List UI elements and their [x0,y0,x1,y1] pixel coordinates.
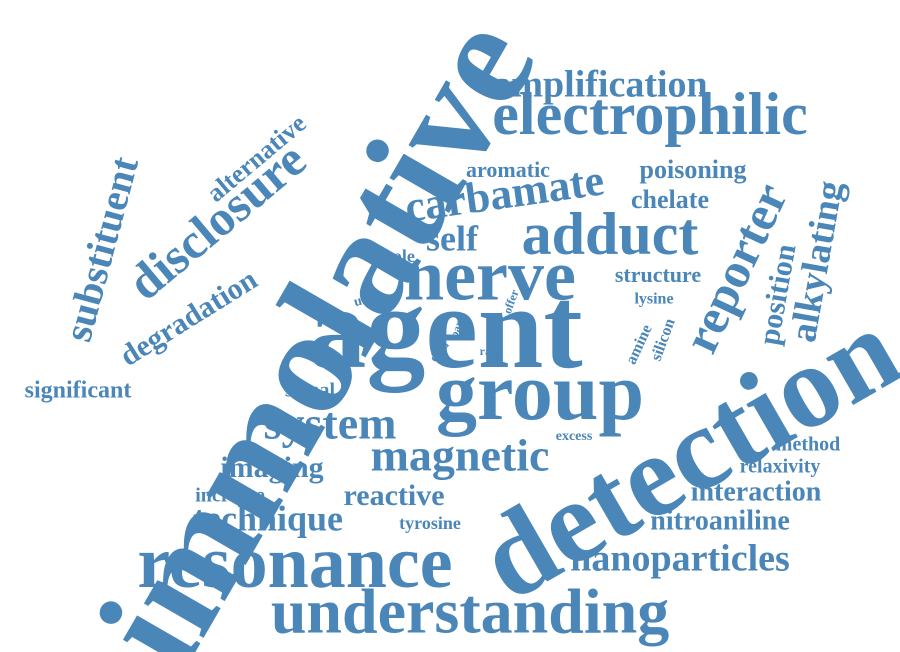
word-imaging: imaging [220,451,323,484]
word-adduct: adduct [522,201,699,267]
word-tyrosine: tyrosine [399,513,461,533]
word-technique: technique [193,498,343,538]
word-agent: agent [307,262,582,393]
word-understanding: understanding [271,576,669,647]
word-method: method [776,434,840,456]
word-increase: increase [195,485,265,507]
word-nitroaniline: nitroaniline [650,505,790,536]
word-excess: excess [556,429,593,444]
word-substituent: substituent [55,151,148,346]
word-self: self [426,218,479,258]
word-interaction: interaction [691,476,822,507]
word-amine: amine [623,322,656,367]
word-chelate: chelate [631,185,709,214]
word-poisoning: poisoning [640,155,747,184]
word-system: system [264,398,397,449]
word-signal: signal [285,380,335,402]
word-lysine: lysine [634,291,673,308]
word-nerve: nerve [404,236,576,316]
word-significant: significant [25,378,132,404]
word-magnetic: magnetic [371,430,550,481]
word-relaxivity: relaxivity [740,456,821,478]
word-unit: unit [352,289,380,310]
word-role: role [385,246,415,266]
word-electrophilic: electrophilic [492,81,807,147]
word-resonance: resonance [137,522,452,604]
word-reactive: reactive [343,479,444,512]
word-silicon: silicon [648,316,679,363]
word-amplification: amplification [492,64,707,106]
word-nanoparticles: nanoparticles [570,538,790,580]
word-group: group [436,346,644,437]
word-rate: rate [480,344,501,358]
word-aromatic: aromatic [466,157,550,182]
word-structure: structure [615,262,702,287]
